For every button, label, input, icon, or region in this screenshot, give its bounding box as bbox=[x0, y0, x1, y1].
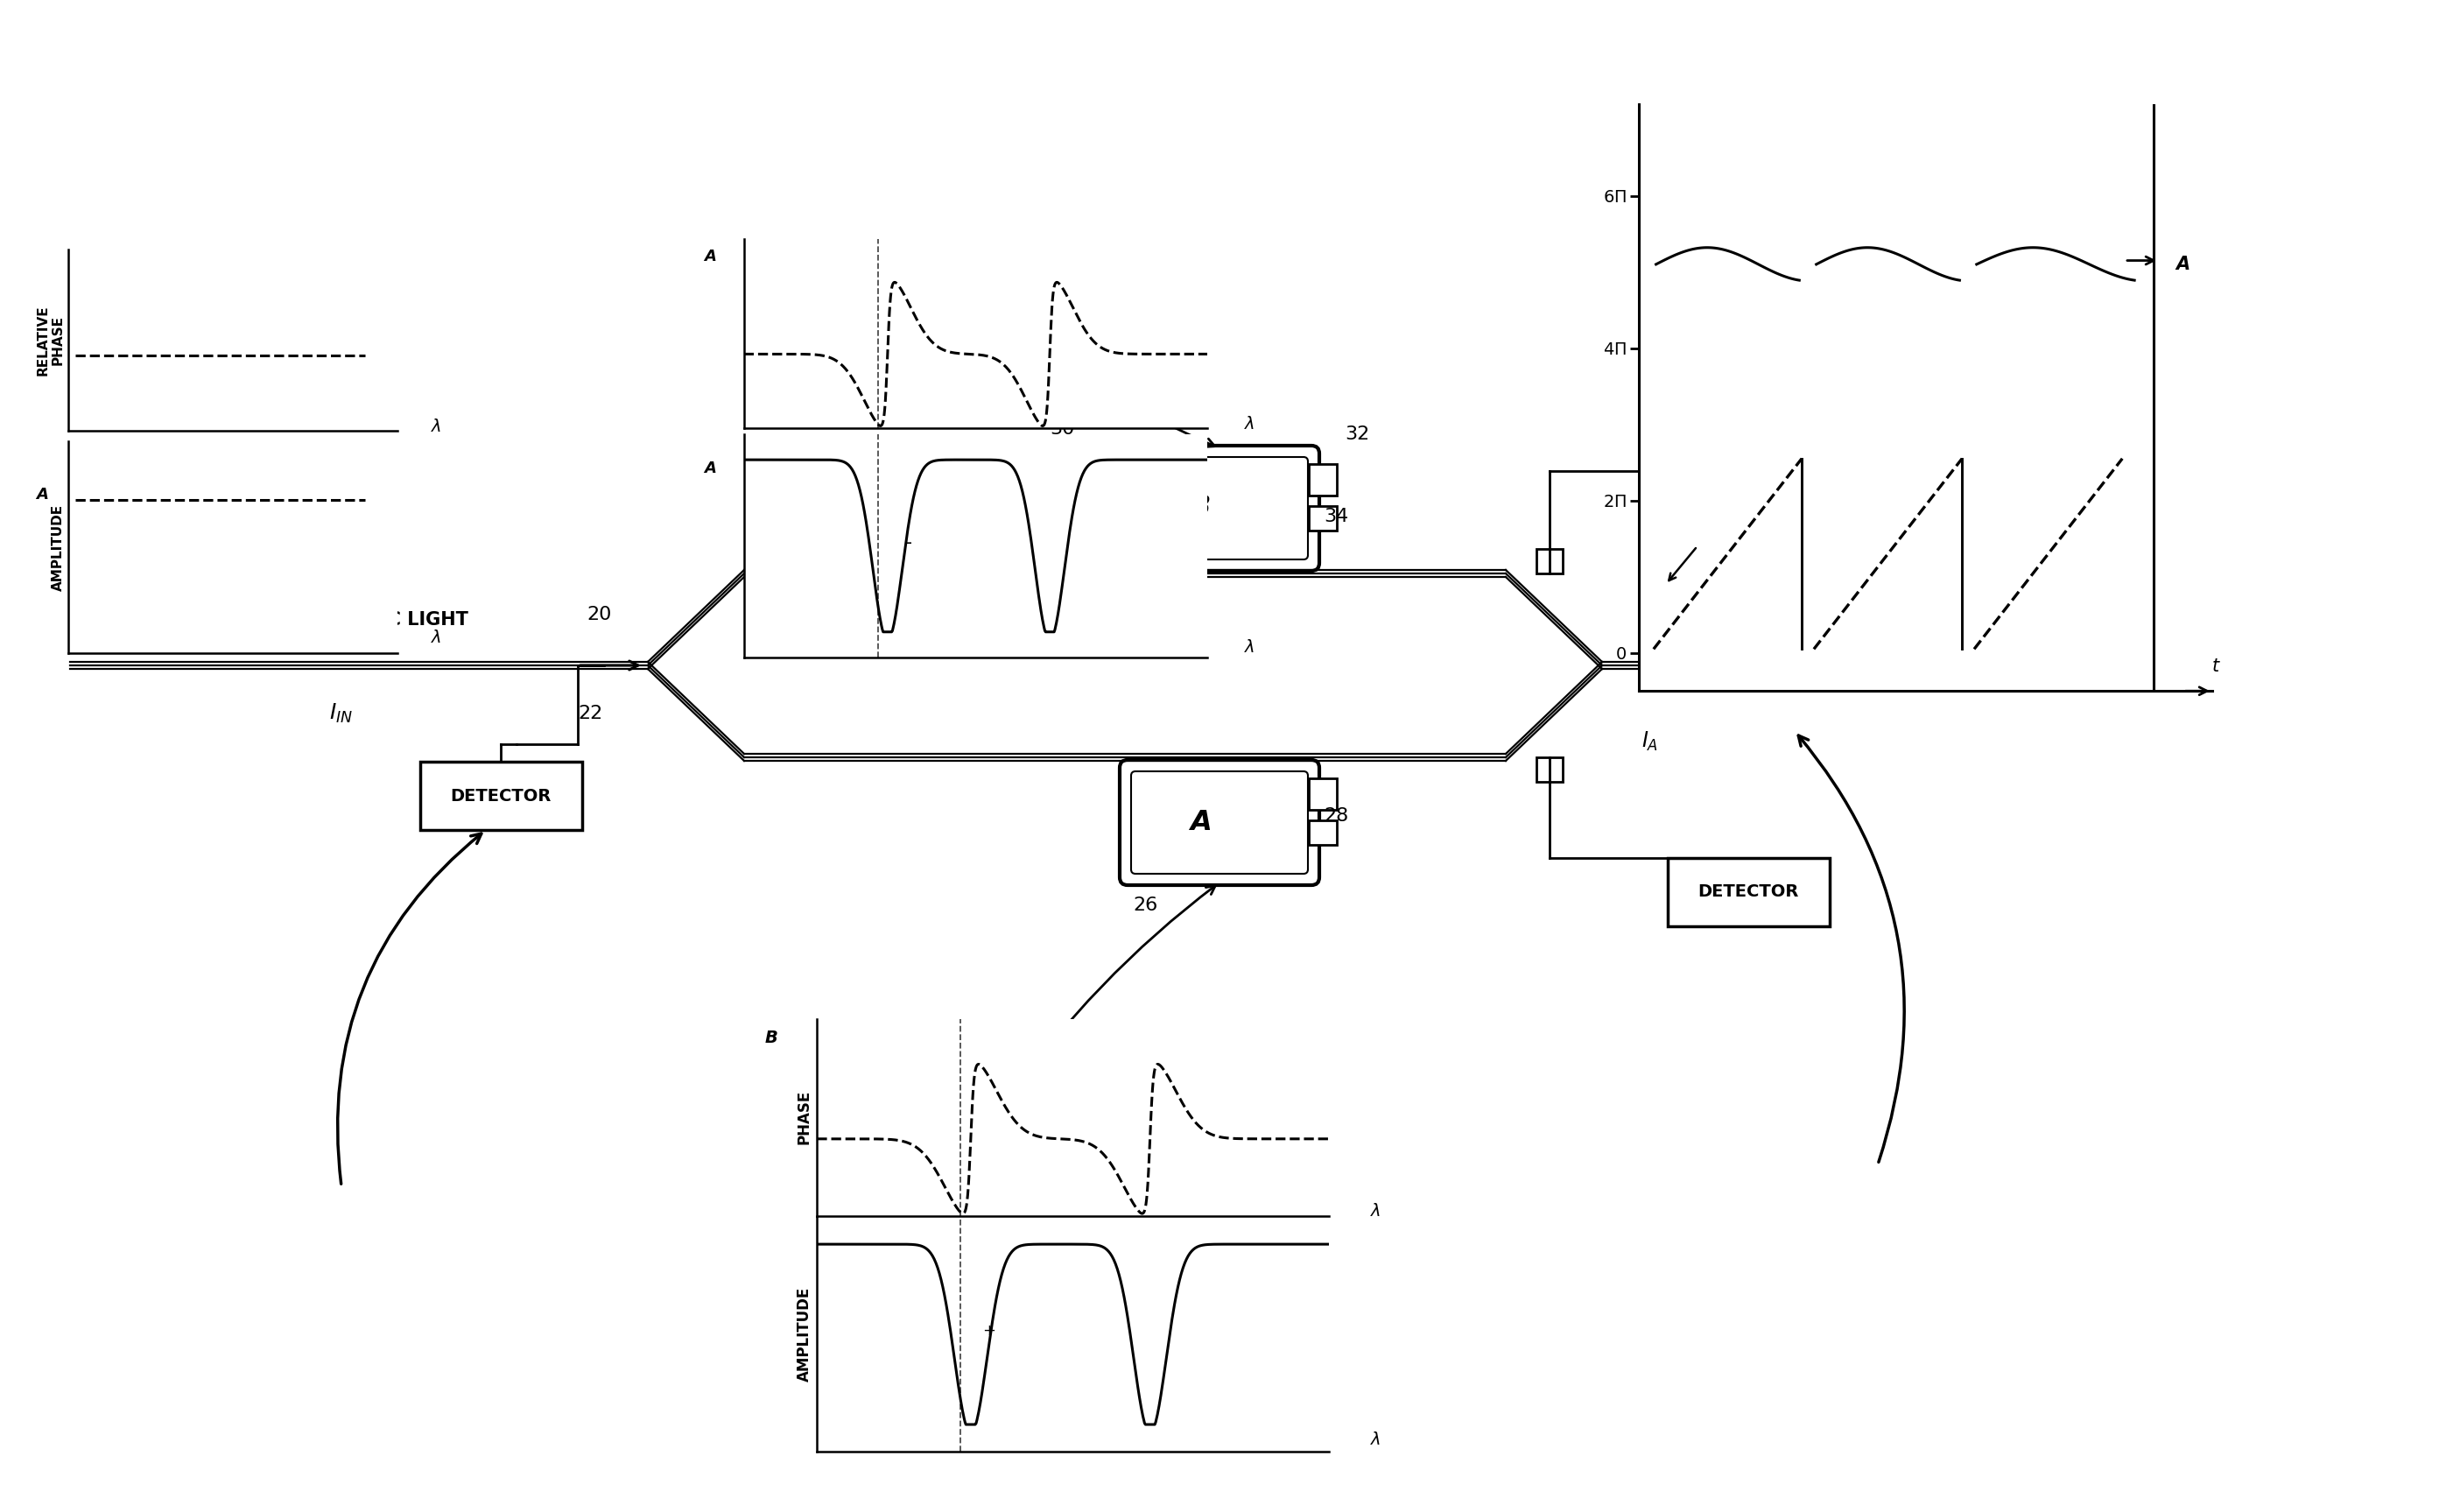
Text: 22: 22 bbox=[578, 705, 602, 723]
Bar bbox=[1668, 857, 1829, 927]
Text: B: B bbox=[1190, 494, 1210, 522]
Text: $I_B$: $I_B$ bbox=[1641, 578, 1659, 600]
Text: $I_A$: $I_A$ bbox=[1641, 730, 1659, 753]
Text: $\lambda$: $\lambda$ bbox=[1244, 416, 1256, 432]
Y-axis label: AMPLITUDE: AMPLITUDE bbox=[798, 1287, 812, 1382]
Text: $\lambda$: $\lambda$ bbox=[432, 629, 441, 646]
Text: 30: 30 bbox=[1049, 420, 1073, 438]
Text: DETECTOR: DETECTOR bbox=[451, 788, 551, 804]
Text: +: + bbox=[983, 1323, 995, 1338]
Text: t: t bbox=[2212, 658, 2219, 676]
Text: 28: 28 bbox=[1324, 807, 1349, 824]
Bar bbox=[1668, 402, 1829, 472]
Bar bbox=[1310, 507, 1337, 531]
Text: A: A bbox=[705, 461, 717, 476]
FancyBboxPatch shape bbox=[1120, 446, 1319, 572]
Text: DETECTOR: DETECTOR bbox=[1698, 885, 1800, 901]
FancyBboxPatch shape bbox=[1132, 457, 1307, 559]
Text: $I_{IN}$: $I_{IN}$ bbox=[329, 702, 354, 726]
Text: A: A bbox=[705, 249, 717, 265]
Text: 20: 20 bbox=[588, 606, 612, 623]
Y-axis label: AMPLITUDE: AMPLITUDE bbox=[51, 503, 66, 591]
Text: $\lambda$: $\lambda$ bbox=[1244, 638, 1256, 655]
Bar bbox=[1537, 549, 1563, 573]
Y-axis label: RELATIVE
PHASE: RELATIVE PHASE bbox=[37, 305, 66, 375]
Bar bbox=[1310, 464, 1337, 496]
Text: A: A bbox=[1190, 809, 1212, 836]
Text: 24: 24 bbox=[759, 537, 783, 555]
Text: 32: 32 bbox=[1344, 425, 1368, 443]
Bar bbox=[1310, 779, 1337, 810]
FancyBboxPatch shape bbox=[1132, 771, 1307, 874]
FancyBboxPatch shape bbox=[1120, 761, 1319, 885]
Text: DETECTOR: DETECTOR bbox=[1698, 428, 1800, 445]
Text: A: A bbox=[2176, 256, 2190, 274]
Text: -: - bbox=[905, 534, 912, 552]
Bar bbox=[420, 762, 583, 830]
Bar bbox=[1537, 758, 1563, 782]
Text: MONOCHROMATIC LIGHT: MONOCHROMATIC LIGHT bbox=[215, 611, 468, 629]
Text: B: B bbox=[763, 1030, 778, 1046]
Bar bbox=[1310, 821, 1337, 845]
Text: 26: 26 bbox=[1132, 897, 1159, 915]
Text: $\lambda$: $\lambda$ bbox=[432, 419, 441, 435]
Text: $\lambda$: $\lambda$ bbox=[1371, 1204, 1380, 1220]
Y-axis label: PHASE: PHASE bbox=[798, 1090, 812, 1145]
Text: 34: 34 bbox=[1324, 508, 1349, 525]
Text: $I_{OUT}$: $I_{OUT}$ bbox=[2132, 653, 2173, 677]
Text: $\lambda$: $\lambda$ bbox=[1371, 1432, 1380, 1448]
Text: A: A bbox=[37, 487, 49, 502]
